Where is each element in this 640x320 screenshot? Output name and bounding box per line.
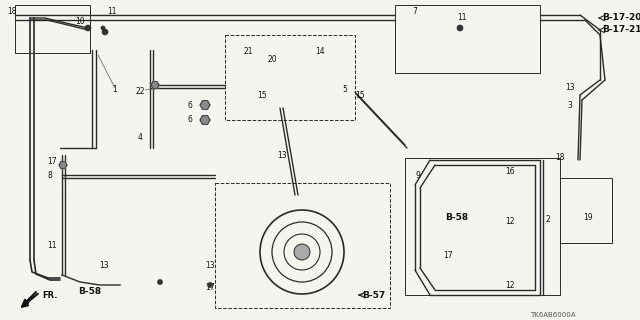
- Circle shape: [294, 244, 310, 260]
- Text: 11: 11: [457, 13, 467, 22]
- Text: 15: 15: [355, 91, 365, 100]
- Polygon shape: [200, 116, 210, 124]
- Text: 18: 18: [556, 154, 564, 163]
- Text: 7: 7: [413, 7, 417, 17]
- Bar: [405, 158, 560, 295]
- Polygon shape: [151, 82, 159, 88]
- Text: 9: 9: [415, 171, 420, 180]
- Circle shape: [102, 29, 108, 35]
- Text: 22: 22: [135, 87, 145, 97]
- Text: B-58: B-58: [445, 213, 468, 222]
- Text: B-57: B-57: [362, 291, 385, 300]
- Text: B-58: B-58: [78, 287, 101, 297]
- Text: 16: 16: [505, 167, 515, 177]
- Circle shape: [207, 283, 212, 287]
- Text: 11: 11: [47, 241, 57, 250]
- Text: 6: 6: [188, 100, 193, 109]
- Text: 18: 18: [7, 7, 17, 17]
- Text: 6: 6: [188, 116, 193, 124]
- Text: 13: 13: [277, 150, 287, 159]
- Text: 20: 20: [267, 55, 277, 65]
- Circle shape: [85, 25, 91, 31]
- Bar: [560, 178, 612, 243]
- Text: 11: 11: [108, 7, 116, 17]
- Text: TK6AB6000A: TK6AB6000A: [530, 312, 575, 318]
- FancyArrowPatch shape: [24, 292, 36, 304]
- Text: 2: 2: [546, 215, 550, 225]
- Text: 17: 17: [443, 251, 453, 260]
- Text: 3: 3: [568, 100, 572, 109]
- Text: 21: 21: [243, 47, 253, 57]
- Text: 14: 14: [315, 47, 325, 57]
- Text: 12: 12: [505, 218, 515, 227]
- Polygon shape: [59, 162, 67, 168]
- Text: 17: 17: [47, 157, 57, 166]
- Text: 13: 13: [205, 260, 215, 269]
- Text: FR.: FR.: [42, 291, 58, 300]
- Text: 19: 19: [583, 213, 593, 222]
- Text: 13: 13: [99, 260, 109, 269]
- Bar: [15, 5, 90, 53]
- Text: 4: 4: [138, 133, 143, 142]
- Text: B-17-21: B-17-21: [602, 26, 640, 35]
- Text: 15: 15: [257, 91, 267, 100]
- Bar: [395, 5, 540, 73]
- Bar: [215, 183, 390, 308]
- Text: 10: 10: [75, 18, 85, 27]
- Text: 5: 5: [342, 85, 348, 94]
- Bar: [225, 35, 355, 120]
- Text: 13: 13: [565, 84, 575, 92]
- Polygon shape: [200, 101, 210, 109]
- Circle shape: [457, 25, 463, 31]
- Text: 8: 8: [47, 171, 52, 180]
- Text: 17: 17: [205, 283, 215, 292]
- Circle shape: [101, 26, 105, 30]
- Circle shape: [157, 279, 163, 284]
- Text: 12: 12: [505, 281, 515, 290]
- Text: B-17-20: B-17-20: [602, 13, 640, 22]
- Text: 1: 1: [113, 85, 117, 94]
